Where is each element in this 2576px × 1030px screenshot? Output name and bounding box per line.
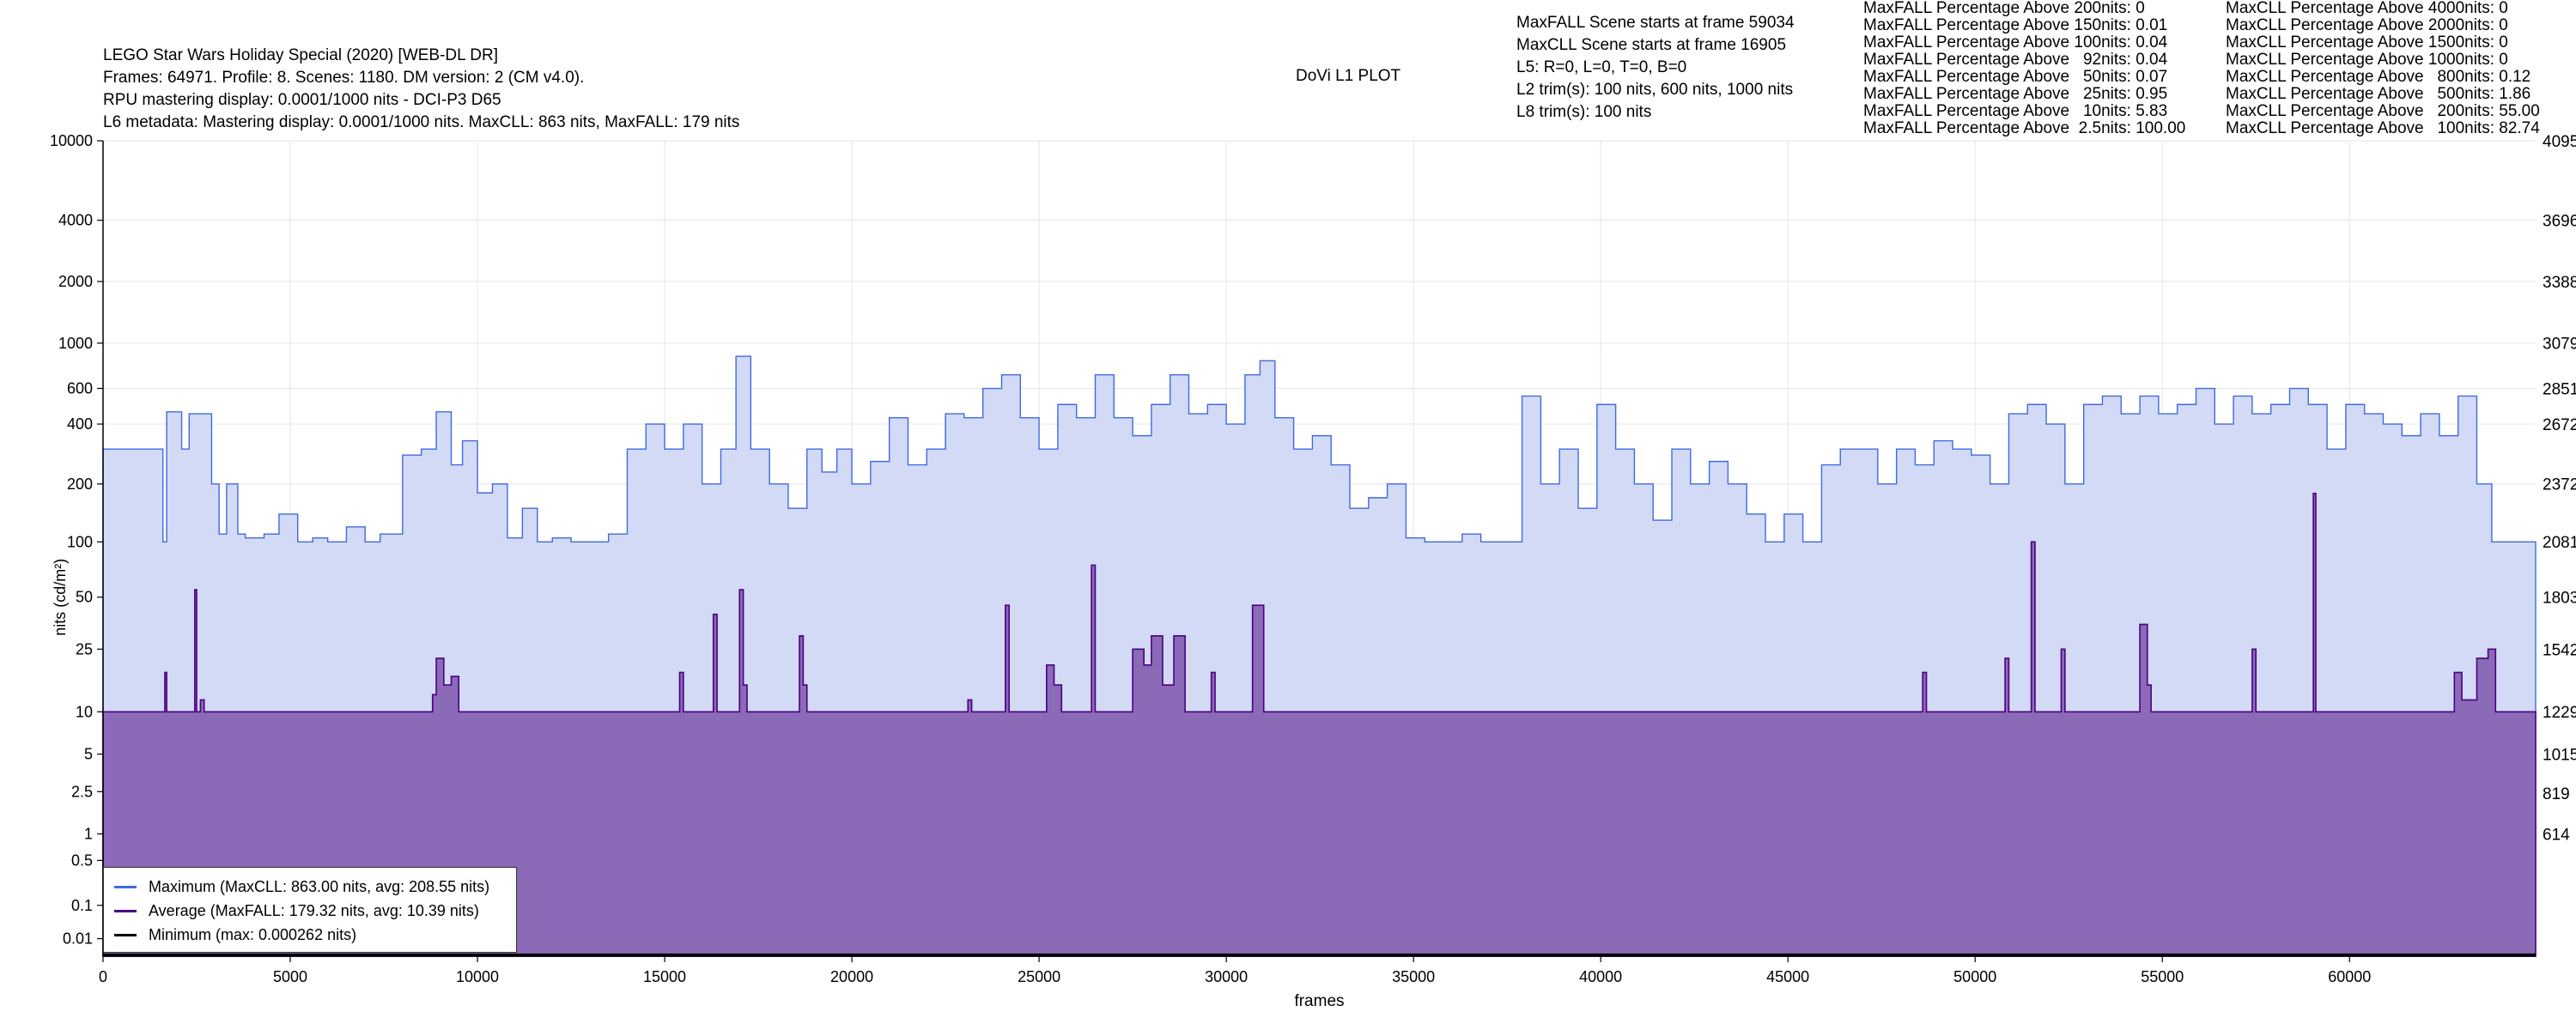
y-right-tick-label: 3388	[2543, 274, 2576, 292]
y-right-tick-label: 3696	[2543, 213, 2576, 231]
x-tick-label: 20000	[830, 968, 873, 985]
y-right-tick-label: 1542	[2543, 641, 2576, 659]
maxfall-percentages: MaxFALL Percentage Above 200nits: 0 MaxF…	[1863, 0, 2185, 137]
maxcll-pct-3: MaxCLL Percentage Above 1000nits: 0	[2226, 51, 2508, 69]
header-line-l6: L6 metadata: Mastering display: 0.0001/1…	[103, 113, 740, 131]
series-average	[102, 493, 2537, 957]
header-line-title: LEGO Star Wars Holiday Special (2020) [W…	[103, 46, 499, 64]
y-right-tick-label: 819	[2543, 785, 2570, 803]
maxfall-pct-6: MaxFALL Percentage Above 10nits: 5.83	[1863, 102, 2168, 120]
x-tick-label: 50000	[1953, 968, 1996, 985]
legend-item-minimum: Minimum (max: 0.000262 nits)	[114, 923, 356, 947]
maxcll-pct-6: MaxCLL Percentage Above 200nits: 55.00	[2226, 102, 2540, 120]
x-tick-label: 0	[99, 968, 107, 985]
x-tick-label: 5000	[273, 968, 307, 985]
y-right-tick-label: 2672	[2543, 416, 2576, 434]
y-right-tick-label: 2851	[2543, 381, 2576, 399]
maxcll-pct-0: MaxCLL Percentage Above 4000nits: 0	[2226, 0, 2508, 17]
legend-label-maximum: Maximum (MaxCLL: 863.00 nits, avg: 208.5…	[149, 877, 490, 895]
y-right-tick-label: 1229	[2543, 704, 2576, 722]
y-right-tick-label: 614	[2543, 827, 2570, 845]
legend-swatch-maximum	[114, 885, 137, 888]
scene-line-maxfall: MaxFALL Scene starts at frame 59034	[1516, 14, 1795, 32]
scene-line-l8: L8 trim(s): 100 nits	[1516, 103, 1652, 121]
scene-line-l2: L2 trim(s): 100 nits, 600 nits, 1000 nit…	[1516, 81, 1794, 99]
y-tick-label: 400	[67, 415, 93, 433]
header-line-frames: Frames: 64971. Profile: 8. Scenes: 1180.…	[103, 69, 585, 87]
y-right-tick-label: 1803	[2543, 590, 2576, 608]
maxfall-pct-5: MaxFALL Percentage Above 25nits: 0.95	[1863, 85, 2168, 103]
y-tick-label: 2.5	[71, 783, 93, 800]
maxfall-pct-3: MaxFALL Percentage Above 92nits: 0.04	[1863, 51, 2168, 69]
y-tick-label: 50	[76, 589, 93, 606]
maxcll-pct-5: MaxCLL Percentage Above 500nits: 1.86	[2226, 85, 2531, 103]
plot-title: DoVi L1 PLOT	[1296, 67, 1401, 85]
y-right-tick-label: 2372	[2543, 476, 2576, 494]
x-tick-label: 60000	[2328, 968, 2371, 985]
maxfall-pct-1: MaxFALL Percentage Above 150nits: 0.01	[1863, 16, 2168, 34]
y-right-tick-label: 4095	[2543, 133, 2576, 151]
y-right-tick-label: 3079	[2543, 336, 2576, 354]
scene-line-maxcll: MaxCLL Scene starts at frame 16905	[1516, 36, 1787, 54]
maxcll-pct-7: MaxCLL Percentage Above 100nits: 82.74	[2226, 119, 2540, 137]
maxcll-pct-4: MaxCLL Percentage Above 800nits: 0.12	[2226, 68, 2531, 86]
maxcll-pct-1: MaxCLL Percentage Above 2000nits: 0	[2226, 16, 2508, 34]
x-tick-label: 55000	[2141, 968, 2184, 985]
y-tick-label: 1	[84, 826, 93, 843]
legend-item-maximum: Maximum (MaxCLL: 863.00 nits, avg: 208.5…	[114, 875, 489, 899]
y-tick-label: 4000	[58, 212, 93, 229]
scene-info: MaxFALL Scene starts at frame 59034 MaxC…	[1516, 12, 1795, 124]
legend-item-average: Average (MaxFALL: 179.32 nits, avg: 10.3…	[114, 899, 479, 923]
y-tick-label: 5	[84, 746, 93, 763]
maxfall-pct-2: MaxFALL Percentage Above 100nits: 0.04	[1863, 33, 2168, 52]
x-tick-label: 40000	[1579, 968, 1622, 985]
legend-swatch-average	[114, 909, 137, 912]
header-info: LEGO Star Wars Holiday Special (2020) [W…	[103, 45, 739, 134]
legend-swatch-minimum	[114, 933, 137, 936]
y-tick-label: 2000	[58, 273, 93, 290]
y-tick-label: 1000	[58, 335, 93, 352]
x-tick-label: 10000	[456, 968, 499, 985]
y-tick-label: 10000	[50, 132, 93, 149]
y-tick-label: 10	[76, 703, 93, 720]
y-right-tick-label: 1015	[2543, 747, 2576, 765]
x-tick-label: 30000	[1205, 968, 1248, 985]
maxcll-percentages: MaxCLL Percentage Above 4000nits: 0 MaxC…	[2226, 0, 2540, 137]
y-axis-label: nits (cd/m²)	[52, 559, 69, 636]
legend-label-average: Average (MaxFALL: 179.32 nits, avg: 10.3…	[149, 901, 479, 919]
chart-legend: Maximum (MaxCLL: 863.00 nits, avg: 208.5…	[103, 867, 517, 953]
y-tick-label: 100	[67, 533, 93, 550]
y-right-tick-label: 2081	[2543, 534, 2576, 552]
y-tick-label: 25	[76, 640, 93, 657]
y-tick-label: 0.1	[71, 897, 93, 914]
x-axis-label: frames	[1294, 992, 1344, 1010]
y-tick-label: 200	[67, 476, 93, 493]
y-tick-label: 0.01	[63, 930, 93, 948]
x-tick-label: 25000	[1018, 968, 1060, 985]
y-tick-label: 0.5	[71, 851, 93, 869]
maxcll-pct-2: MaxCLL Percentage Above 1500nits: 0	[2226, 33, 2508, 52]
legend-label-minimum: Minimum (max: 0.000262 nits)	[149, 925, 357, 943]
x-tick-label: 35000	[1392, 968, 1435, 985]
scene-line-l5: L5: R=0, L=0, T=0, B=0	[1516, 58, 1687, 76]
x-tick-label: 15000	[643, 968, 686, 985]
maxfall-pct-7: MaxFALL Percentage Above 2.5nits: 100.00	[1863, 119, 2186, 137]
maxfall-pct-0: MaxFALL Percentage Above 200nits: 0	[1863, 0, 2145, 17]
y-tick-label: 600	[67, 380, 93, 397]
x-tick-label: 45000	[1766, 968, 1809, 985]
header-line-rpu: RPU mastering display: 0.0001/1000 nits …	[103, 91, 501, 109]
maxfall-pct-4: MaxFALL Percentage Above 50nits: 0.07	[1863, 68, 2168, 86]
